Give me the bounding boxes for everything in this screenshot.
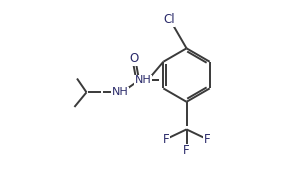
- Text: F: F: [183, 144, 190, 158]
- Text: NH: NH: [112, 87, 128, 97]
- Text: O: O: [129, 52, 138, 65]
- Text: Cl: Cl: [163, 13, 175, 26]
- Text: F: F: [204, 133, 211, 146]
- Text: F: F: [163, 133, 169, 146]
- Text: NH: NH: [135, 75, 152, 85]
